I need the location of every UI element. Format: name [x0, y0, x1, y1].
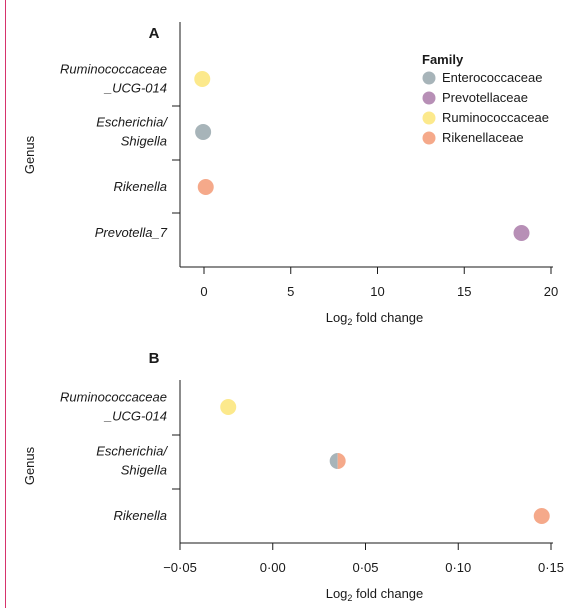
genus-label: Ruminococcaceae	[60, 390, 167, 405]
panel-b: B −0·05 0·00 0·05 0·10 0·15 Log2 fold change Ge…	[22, 350, 564, 603]
legend-marker	[422, 111, 436, 125]
data-point	[220, 399, 237, 415]
x-tick-label: 0	[200, 284, 207, 299]
genus-label: Rikenella	[114, 508, 167, 523]
panel-label: A	[149, 25, 160, 42]
legend-item-label: Rikenellaceae	[442, 130, 524, 145]
data-point	[533, 508, 550, 524]
panel-label: B	[149, 350, 160, 367]
x-tick-label: −0·05	[163, 560, 197, 575]
data-point	[197, 179, 214, 195]
legend-item-label: Enterococcaceae	[442, 70, 542, 85]
panel-a: A 0 5 10 15 20 Log2 fold change Genus Ruminococc…	[22, 22, 558, 327]
x-tick-label: 0·05	[352, 560, 378, 575]
x-tick-label: 0·15	[538, 560, 564, 575]
legend-title: Family	[422, 52, 464, 67]
genus-label: Shigella	[121, 463, 167, 478]
genus-label: Escherichia/	[96, 444, 168, 459]
x-axis-label: Log2 fold change	[326, 310, 424, 327]
genus-label: Escherichia/	[96, 115, 168, 130]
x-axis-label: Log2 fold change	[326, 586, 424, 603]
x-tick-label: 0·10	[445, 560, 471, 575]
frame-border	[5, 0, 6, 608]
legend-marker	[422, 91, 436, 105]
data-point	[513, 225, 530, 241]
genus-label: Ruminococcaceae	[60, 62, 167, 77]
legend-marker	[422, 71, 436, 85]
legend: Family Enterococcaceae Prevotellaceae Rumin…	[422, 52, 549, 145]
genus-label: Prevotella_7	[95, 225, 168, 240]
x-tick-label: 5	[287, 284, 294, 299]
genus-label: _UCG-014	[103, 409, 167, 424]
genus-label: Shigella	[121, 134, 167, 149]
x-tick-label: 10	[370, 284, 384, 299]
y-axis-label: Genus	[22, 446, 37, 485]
x-tick-label: 15	[457, 284, 471, 299]
data-point-right-half	[337, 453, 346, 469]
legend-item-label: Prevotellaceae	[442, 90, 528, 105]
data-point	[195, 124, 212, 140]
genus-label: _UCG-014	[103, 81, 167, 96]
genus-label: Rikenella	[114, 179, 167, 194]
x-tick-label: 20	[544, 284, 558, 299]
legend-item-label: Ruminococcaceae	[442, 110, 549, 125]
y-axis-label: Genus	[22, 135, 37, 174]
data-point	[194, 71, 211, 87]
x-tick-label: 0·00	[260, 560, 286, 575]
legend-marker	[422, 131, 436, 145]
data-point-left-half	[329, 453, 338, 469]
